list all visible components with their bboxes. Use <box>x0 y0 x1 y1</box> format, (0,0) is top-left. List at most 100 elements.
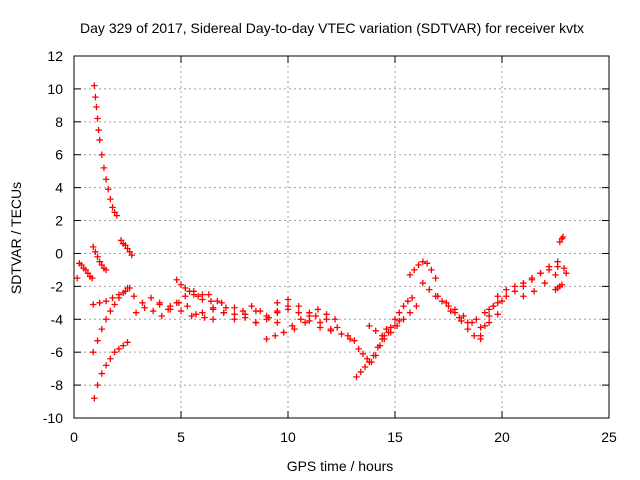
data-point <box>295 302 302 310</box>
data-point <box>149 307 157 315</box>
data-point <box>359 350 367 358</box>
data-point <box>485 306 493 313</box>
data-point <box>560 265 568 272</box>
data-point <box>494 311 501 318</box>
series-arc-1 <box>74 260 96 282</box>
data-point <box>88 274 96 282</box>
x-tick-label: 25 <box>601 429 617 445</box>
x-tick-label: 20 <box>494 429 510 445</box>
data-point <box>102 297 110 305</box>
data-point <box>107 195 114 203</box>
series-arc-14 <box>252 302 334 334</box>
data-point <box>105 186 112 193</box>
data-point <box>387 324 394 331</box>
data-point <box>111 348 118 356</box>
data-point <box>426 286 433 293</box>
data-point <box>98 261 106 269</box>
data-point <box>207 297 215 305</box>
data-point <box>109 204 116 211</box>
series-arc-5 <box>91 339 131 402</box>
x-tick-label: 10 <box>280 429 296 445</box>
data-point <box>434 293 441 300</box>
data-point <box>94 337 101 344</box>
series-arc-2 <box>91 82 120 219</box>
y-tick-label: 10 <box>47 81 63 97</box>
data-point <box>400 316 407 323</box>
data-point <box>177 281 185 288</box>
y-tick-label: -2 <box>51 278 64 294</box>
data-point <box>443 299 450 307</box>
data-point <box>126 284 133 292</box>
data-point <box>214 297 221 305</box>
data-point <box>541 279 548 287</box>
data-point <box>396 309 403 316</box>
data-point <box>289 322 296 330</box>
data-point <box>520 293 527 300</box>
data-point <box>411 266 418 274</box>
data-point <box>284 296 292 303</box>
data-point <box>177 307 185 315</box>
data-point <box>107 355 114 362</box>
data-point <box>209 304 217 311</box>
data-point <box>323 316 330 323</box>
y-axis-label: SDTVAR / TECUs <box>8 182 24 294</box>
chart-title: Day 329 of 2017, Sidereal Day-to-day VTE… <box>80 20 584 36</box>
data-point <box>222 304 230 311</box>
data-point <box>130 293 138 300</box>
x-axis-label: GPS time / hours <box>287 458 394 474</box>
data-point <box>128 251 135 259</box>
series-arc-6 <box>90 284 133 308</box>
data-point <box>111 209 118 216</box>
data-point <box>393 322 401 330</box>
data-point <box>477 332 484 339</box>
data-point <box>408 294 416 302</box>
data-point <box>400 302 407 310</box>
data-point <box>295 309 302 316</box>
data-point <box>220 309 227 316</box>
data-point <box>124 245 131 252</box>
data-point <box>447 307 454 315</box>
axis-ticks: 0 5 10 15 20 25 -10 -8 -6 -4 -2 0 2 4 6 8 10 12 <box>43 48 617 445</box>
data-point <box>470 332 478 339</box>
data-point <box>84 270 92 277</box>
y-tick-label: 2 <box>55 213 63 229</box>
data-point <box>552 271 559 279</box>
data-point <box>419 258 427 265</box>
data-point <box>188 312 195 320</box>
data-point <box>556 238 563 246</box>
data-point <box>494 299 501 307</box>
data-point <box>511 283 519 290</box>
data-point <box>102 316 110 323</box>
data-point <box>113 212 120 219</box>
data-point <box>120 342 127 349</box>
series-arc-27 <box>477 293 501 339</box>
data-point <box>477 324 484 331</box>
data-point <box>132 309 140 316</box>
x-tick-label: 15 <box>387 429 403 445</box>
data-point <box>363 355 371 362</box>
data-point <box>316 319 324 326</box>
series-arc-23 <box>406 258 439 282</box>
data-point <box>96 136 103 144</box>
data-point <box>74 274 81 282</box>
series-arc-26 <box>447 297 506 326</box>
series-arc-16 <box>274 296 354 343</box>
data-point <box>438 297 446 305</box>
data-point <box>374 344 382 351</box>
data-point <box>252 319 260 326</box>
series-arc-12 <box>205 291 281 326</box>
data-point <box>91 82 98 89</box>
data-point <box>186 288 193 295</box>
data-point <box>528 274 536 282</box>
data-point <box>485 312 493 320</box>
data-point <box>248 302 255 310</box>
data-point <box>451 306 459 313</box>
data-point <box>274 307 281 315</box>
y-tick-label: -6 <box>51 344 64 360</box>
series-arc-4 <box>90 284 131 356</box>
data-point <box>102 362 110 369</box>
data-point <box>485 319 493 326</box>
data-point <box>98 325 106 333</box>
data-point <box>537 270 544 277</box>
